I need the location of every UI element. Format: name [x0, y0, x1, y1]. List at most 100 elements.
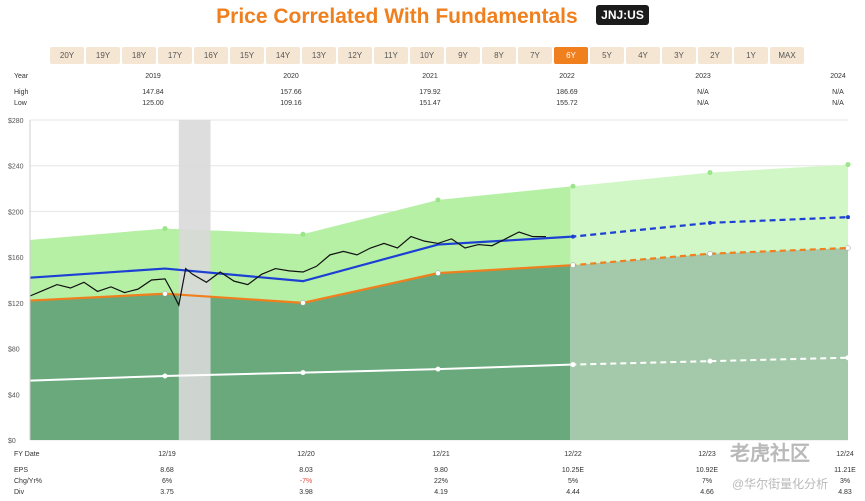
period-button-10y[interactable]: 10Y — [410, 47, 444, 64]
y-tick-label: $80 — [8, 347, 20, 354]
div-value: 4.66 — [700, 489, 714, 496]
fy-date-label: FY Date — [14, 451, 40, 458]
info-high: 186.69 — [556, 89, 578, 96]
fy-date: 12/24 — [836, 451, 854, 458]
div-value: 4.44 — [566, 489, 580, 496]
info-year: 2021 — [422, 73, 438, 80]
eps-value: 8.03 — [299, 467, 313, 474]
chg-value: -7% — [299, 478, 313, 485]
info-low: 109.16 — [280, 100, 302, 107]
info-high: 179.92 — [419, 89, 441, 96]
eps-value: 10.25E — [561, 467, 585, 474]
series-point — [707, 358, 713, 364]
eps-value: 8.68 — [160, 467, 174, 474]
period-button-9y[interactable]: 9Y — [446, 47, 480, 64]
info-high: N/A — [697, 89, 709, 96]
chg-value: 22% — [433, 478, 448, 485]
y-tick-label: $120 — [8, 301, 24, 308]
upper-band-actual — [30, 186, 571, 303]
chg-value: 3% — [839, 478, 851, 485]
info-high: N/A — [832, 89, 844, 96]
info-low: 151.47 — [419, 100, 441, 107]
info-low: 125.00 — [142, 100, 164, 107]
chg-value: 7% — [701, 478, 713, 485]
series-point — [570, 183, 576, 189]
info-high: 147.84 — [142, 89, 164, 96]
chart-title-row: Price Correlated With Fundamentals JNJ:U… — [0, 5, 865, 29]
eps-value: 11.21E — [834, 467, 856, 474]
series-point — [300, 231, 306, 237]
info-low: N/A — [832, 100, 844, 107]
value-area-projected — [570, 248, 848, 440]
chart-title: Price Correlated With Fundamentals — [216, 5, 578, 28]
fy-date: 12/22 — [564, 451, 582, 458]
div-value: 4.19 — [434, 489, 448, 496]
series-point — [435, 366, 441, 372]
series-point — [300, 300, 306, 306]
fy-date: 12/20 — [297, 451, 315, 458]
year-label: Year — [14, 73, 29, 80]
period-button-13y[interactable]: 13Y — [302, 47, 336, 64]
series-point — [300, 370, 306, 376]
div-label: Div — [14, 489, 25, 496]
period-button-18y[interactable]: 18Y — [122, 47, 156, 64]
fy-date: 12/19 — [158, 451, 176, 458]
period-button-15y[interactable]: 15Y — [230, 47, 264, 64]
normal-pe-point — [571, 234, 575, 239]
y-tick-label: $280 — [8, 118, 24, 125]
period-button-3y[interactable]: 3Y — [662, 47, 696, 64]
period-button-1y[interactable]: 1Y — [734, 47, 768, 64]
normal-pe-line — [29, 235, 571, 283]
eps-value: 10.92E — [695, 467, 719, 474]
series-point — [707, 170, 713, 176]
period-button-2y[interactable]: 2Y — [698, 47, 732, 64]
period-button-12y[interactable]: 12Y — [338, 47, 372, 64]
period-button-4y[interactable]: 4Y — [626, 47, 660, 64]
series-point — [162, 373, 168, 379]
div-value: 3.75 — [160, 489, 174, 496]
eps-value: 9.80 — [434, 467, 448, 474]
series-point — [162, 290, 168, 297]
info-year: 2020 — [283, 73, 299, 80]
y-tick-label: $40 — [8, 392, 20, 399]
info-high: 157.66 — [280, 89, 302, 96]
y-tick-label: $160 — [8, 255, 24, 262]
ticker-badge: JNJ:US — [596, 5, 649, 25]
period-button-17y[interactable]: 17Y — [158, 47, 192, 64]
period-button-5y[interactable]: 5Y — [590, 47, 624, 64]
normal-pe-point — [846, 215, 850, 220]
period-button-14y[interactable]: 14Y — [266, 47, 300, 64]
watermark-sub: @华尔街量化分析 — [732, 477, 829, 491]
period-button-8y[interactable]: 8Y — [482, 47, 516, 64]
fy-date: 12/23 — [698, 451, 716, 458]
low-label: Low — [14, 100, 27, 107]
period-button-16y[interactable]: 16Y — [194, 47, 228, 64]
chg-label: Chg/Yr% — [14, 478, 43, 485]
info-year: 2024 — [830, 73, 846, 80]
info-low: 155.72 — [556, 100, 578, 107]
info-year: 2019 — [145, 73, 161, 80]
div-value: 4.83 — [838, 489, 852, 496]
chg-value: 6% — [161, 478, 173, 485]
info-low: N/A — [697, 100, 709, 107]
div-value: 3.98 — [299, 489, 313, 496]
period-button-20y[interactable]: 20Y — [50, 47, 84, 64]
period-button-max[interactable]: MAX — [770, 47, 804, 64]
series-point — [435, 197, 441, 203]
period-button-6y[interactable]: 6Y — [554, 47, 588, 64]
period-button-7y[interactable]: 7Y — [518, 47, 552, 64]
fy-date: 12/21 — [432, 451, 450, 458]
series-point — [845, 355, 851, 361]
value-area-actual — [30, 265, 571, 440]
period-button-19y[interactable]: 19Y — [86, 47, 120, 64]
y-tick-label: $0 — [8, 438, 16, 445]
y-tick-label: $240 — [8, 164, 24, 171]
eps-label: EPS — [14, 467, 29, 474]
series-point — [570, 362, 576, 368]
price-line — [29, 231, 546, 307]
series-point — [162, 226, 168, 232]
series-point — [707, 250, 713, 257]
series-point — [845, 245, 851, 251]
period-button-11y[interactable]: 11Y — [374, 47, 408, 64]
